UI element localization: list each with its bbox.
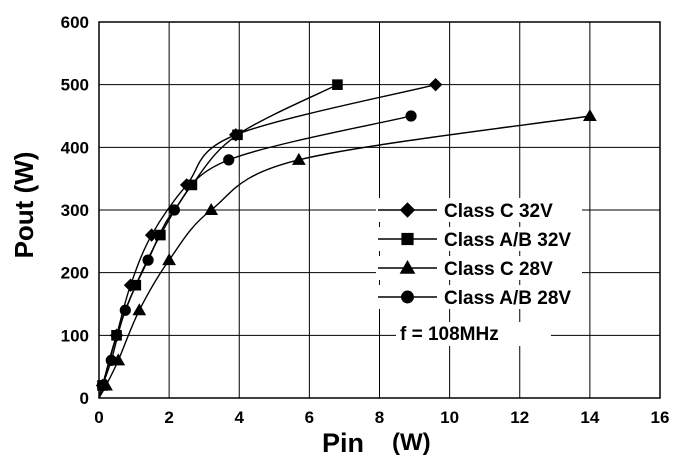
x-tick-label: 4 (235, 408, 245, 427)
circle-marker (105, 354, 117, 366)
legend-item: Class C 32V (376, 198, 582, 222)
legend-item: Class A/B 32V (376, 227, 582, 251)
y-tick-label: 600 (61, 13, 89, 32)
circle-marker (142, 254, 154, 266)
y-tick-labels: 0 100 200 300 400 500 600 (61, 13, 89, 408)
x-tick-label: 8 (375, 408, 384, 427)
series-layer (95, 77, 597, 399)
legend-label: Class A/B 32V (444, 230, 571, 251)
frequency-annotation: f = 108MHz (400, 324, 499, 345)
y-tick-label: 400 (61, 138, 89, 157)
circle-marker (96, 379, 109, 392)
triangle-marker (399, 259, 416, 274)
legend-label: Class A/B 28V (444, 288, 571, 309)
y-axis-label: Pout (W) (9, 152, 39, 259)
circle-marker (223, 154, 235, 166)
circle-marker (168, 204, 180, 216)
legend-item: Class C 28V (376, 256, 582, 280)
diamond-marker (399, 202, 416, 218)
y-tick-label: 200 (61, 264, 89, 283)
square-marker (155, 229, 166, 241)
x-tick-label: 0 (94, 408, 103, 427)
square-marker (232, 129, 243, 141)
square-marker (401, 232, 414, 246)
series-line (98, 115, 590, 399)
y-tick-label: 500 (61, 76, 89, 95)
legend: Class C 32V Class A/B 32V Class C 28V Class… (376, 198, 582, 346)
triangle-marker (162, 253, 176, 266)
diamond-marker (428, 77, 443, 92)
annotation-background (396, 322, 551, 346)
plot-frame (98, 21, 661, 399)
triangle-marker (583, 108, 597, 121)
series-class-a-b-32v (97, 79, 343, 399)
y-tick-label: 100 (61, 326, 89, 345)
x-tick-label: 12 (510, 408, 529, 427)
x-tick-label: 2 (164, 408, 173, 427)
legend-label: Class C 32V (444, 201, 553, 222)
series-class-a-b-28v (96, 110, 417, 399)
series-line (98, 84, 338, 399)
circle-marker (405, 110, 417, 122)
x-tick-label: 6 (305, 408, 314, 427)
x-tick-labels: 0 2 4 6 8 10 12 14 16 (94, 408, 669, 427)
y-tick-label: 300 (61, 201, 89, 220)
legend-item: Class A/B 28V (376, 285, 582, 309)
x-tick-label: 16 (651, 408, 670, 427)
legend-label: Class C 28V (444, 259, 553, 280)
y-tick-label: 0 (80, 389, 89, 408)
circle-marker (119, 304, 131, 316)
x-axis-label: Pin (322, 428, 364, 457)
x-tick-label: 14 (580, 408, 599, 427)
series-class-c-28v (98, 108, 597, 399)
triangle-marker (291, 152, 306, 165)
triangle-marker (132, 303, 147, 316)
x-tick-label: 10 (440, 408, 459, 427)
x-axis-unit: (W) (392, 429, 431, 456)
square-marker (332, 79, 343, 90)
circle-marker (401, 290, 414, 304)
triangle-marker (204, 202, 219, 215)
